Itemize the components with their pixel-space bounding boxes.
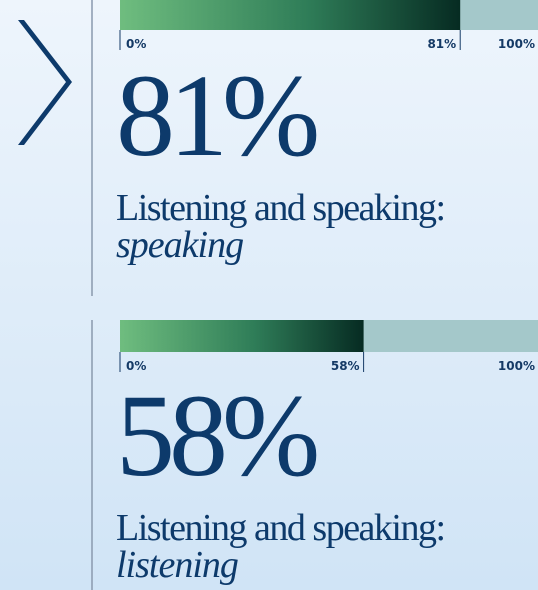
scale-max: 100% [498, 359, 535, 373]
scale-max: 100% [498, 37, 535, 51]
big-percent: 81% [116, 50, 317, 181]
scale-value: 58% [331, 359, 360, 373]
sublabel: speaking [116, 224, 243, 266]
big-percent: 58% [116, 370, 317, 501]
sublabel: listening [116, 544, 238, 586]
scale-value: 81% [427, 37, 456, 51]
label: Listening and speaking: [116, 187, 445, 229]
items: 0% 81% 100%81%Listening and speaking:speak… [116, 0, 538, 586]
bar-fill [120, 0, 461, 30]
bar-fill [120, 320, 364, 352]
scale-min: 0% [126, 37, 146, 51]
label: Listening and speaking: [116, 507, 445, 549]
scale-min: 0% [126, 359, 146, 373]
